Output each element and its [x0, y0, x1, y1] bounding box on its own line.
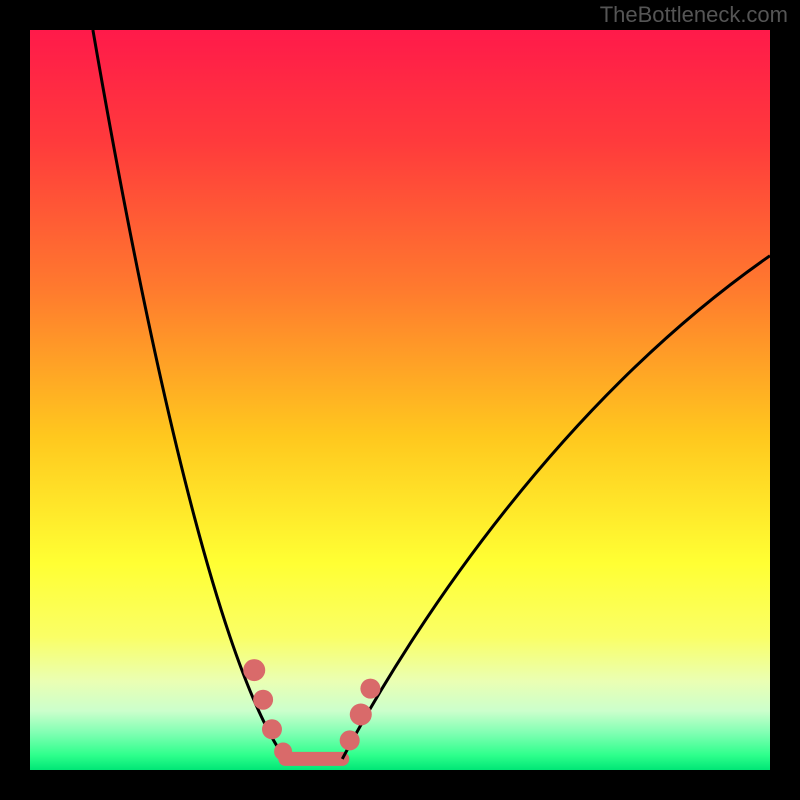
- plot-area: [30, 30, 770, 770]
- watermark-text: TheBottleneck.com: [600, 2, 788, 28]
- marker-dot: [350, 704, 372, 726]
- marker-dot: [243, 659, 265, 681]
- marker-dot: [360, 679, 380, 699]
- chart-frame: TheBottleneck.com: [0, 0, 800, 800]
- marker-dot: [253, 690, 273, 710]
- marker-dot: [274, 743, 292, 761]
- marker-dot: [340, 730, 360, 750]
- marker-dot: [262, 719, 282, 739]
